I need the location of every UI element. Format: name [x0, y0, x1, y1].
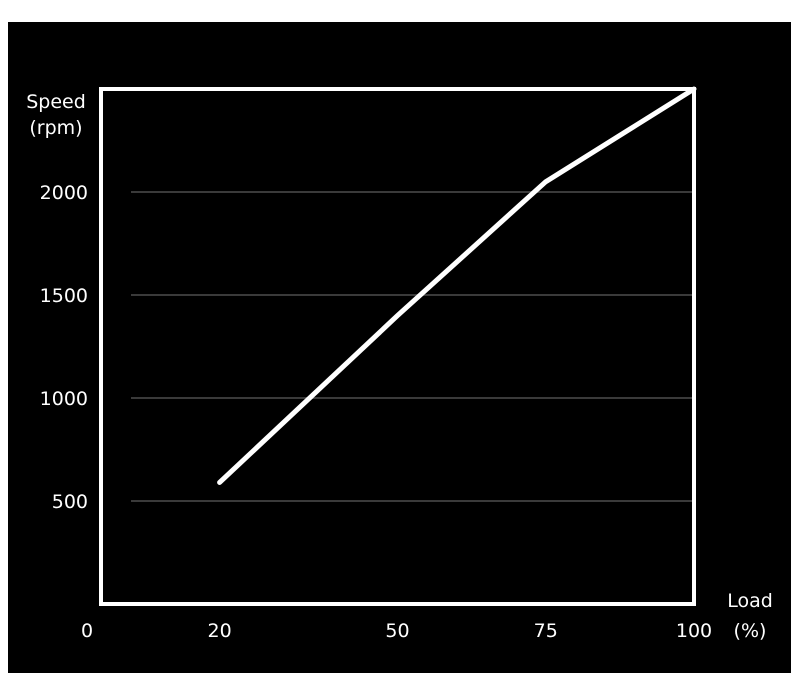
- x-axis-unit: (%): [734, 620, 767, 642]
- y-axis-unit: (rpm): [29, 117, 82, 139]
- x-tick-label: 50: [385, 620, 409, 642]
- y-tick-label: 2000: [40, 182, 88, 204]
- y-tick-label: 500: [52, 491, 88, 513]
- chart-background: [8, 22, 791, 673]
- y-tick-label: 1500: [40, 285, 88, 307]
- x-tick-label: 100: [676, 620, 712, 642]
- y-tick-label: 1000: [40, 388, 88, 410]
- x-tick-label: 0: [81, 620, 93, 642]
- y-axis-label: Speed: [26, 91, 86, 113]
- x-tick-label: 75: [534, 620, 558, 642]
- x-axis-label: Load: [727, 590, 773, 612]
- data-line: [217, 86, 697, 485]
- x-tick-label: 20: [208, 620, 232, 642]
- plot-frame: [99, 87, 696, 606]
